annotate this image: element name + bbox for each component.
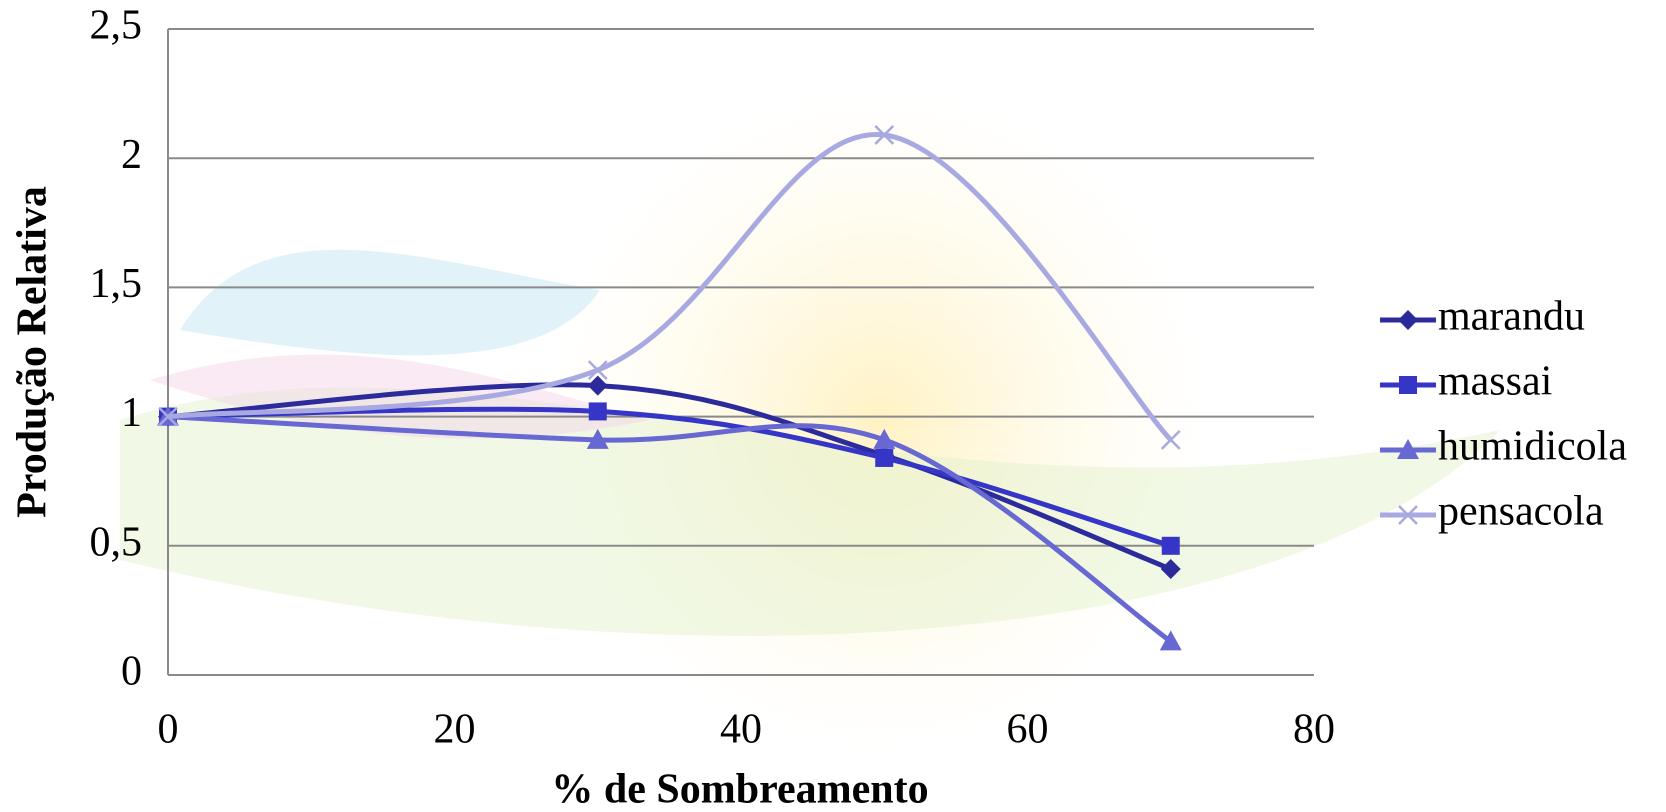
x-axis-title: % de Sombreamento [551, 767, 928, 812]
chart: % de Sombreamento Produção Relativa 0 0,5… [0, 0, 1666, 812]
legend-entry: massai [1380, 359, 1552, 405]
legend-label: marandu [1438, 294, 1585, 340]
x-tick-label: 0 [158, 707, 179, 753]
background-decoration [120, 90, 1500, 750]
marker [1398, 310, 1418, 330]
y-tick-label: 0,5 [90, 519, 143, 565]
y-tick-label: 2 [121, 132, 142, 178]
x-tick-label: 20 [434, 707, 476, 753]
x-tick-label: 60 [1007, 707, 1049, 753]
marker [1162, 537, 1180, 555]
x-tick-label: 40 [720, 707, 762, 753]
legend-label: pensacola [1438, 489, 1604, 535]
x-tick-label: 80 [1293, 707, 1335, 753]
legend-label: humidicola [1438, 424, 1627, 470]
marker [589, 402, 607, 420]
y-tick-label: 0 [121, 649, 142, 695]
y-axis-title: Produção Relativa [10, 186, 56, 518]
y-tick-label: 2,5 [90, 3, 143, 49]
marker [875, 449, 893, 467]
marker [1399, 376, 1417, 394]
legend-label: massai [1438, 359, 1552, 405]
y-tick-label: 1,5 [90, 261, 143, 307]
y-tick-label: 1 [121, 390, 142, 436]
legend-entry: marandu [1380, 294, 1585, 340]
